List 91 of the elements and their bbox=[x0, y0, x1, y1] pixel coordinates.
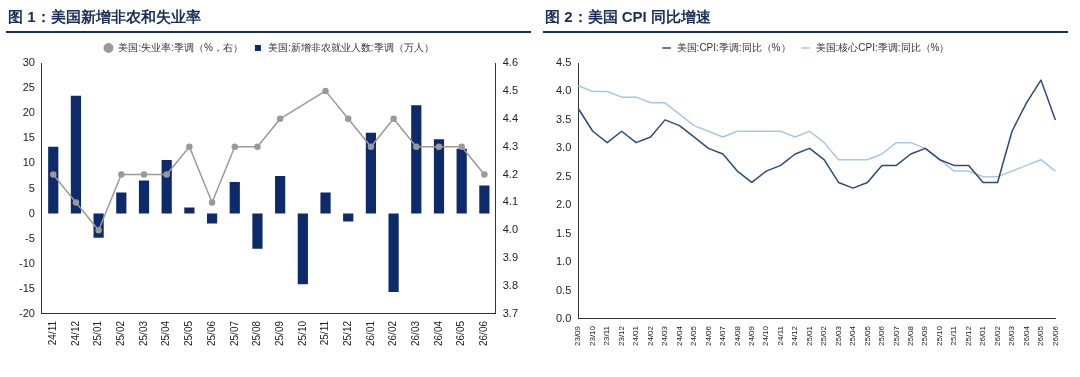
x-tick-label: 26/05 bbox=[1036, 325, 1046, 347]
x-tick-label: 26/03 bbox=[1007, 325, 1017, 347]
x-tick-label: 25/03 bbox=[137, 320, 149, 347]
y-tick-label: 25 bbox=[22, 81, 35, 94]
x-tick-label: 24/03 bbox=[660, 325, 670, 347]
x-tick-label: 25/02 bbox=[819, 325, 829, 347]
y2-tick-label: 3.7 bbox=[502, 307, 519, 320]
y-tick-label: 2.5 bbox=[555, 169, 572, 182]
y2-tick-label: 3.9 bbox=[502, 251, 519, 264]
y-tick-label: -15 bbox=[18, 281, 35, 294]
x-tick-label: 25/12 bbox=[963, 325, 973, 347]
x-tick-label: 24/06 bbox=[703, 325, 713, 347]
x-tick-label: 25/07 bbox=[891, 325, 901, 347]
x-tick-label: 25/05 bbox=[183, 320, 195, 347]
x-tick-label: 24/11 bbox=[775, 325, 785, 346]
x-tick-label: 25/06 bbox=[877, 325, 887, 347]
y-tick-label: 4.5 bbox=[555, 56, 572, 69]
y2-tick-label: 4.0 bbox=[502, 223, 519, 236]
x-tick-label: 25/09 bbox=[273, 320, 285, 347]
y-tick-label: -20 bbox=[18, 307, 35, 320]
x-tick-label: 26/04 bbox=[1021, 325, 1031, 347]
x-tick-label: 25/04 bbox=[848, 325, 858, 347]
x-tick-label: 25/10 bbox=[934, 325, 944, 347]
y-tick-label: 0.5 bbox=[555, 283, 572, 296]
chart-title: 图 2：美国 CPI 同比增速 bbox=[543, 4, 1068, 33]
legend-label: 美国:新增非农就业人数:季调（万人） bbox=[267, 41, 434, 53]
y2-tick-label: 4.3 bbox=[502, 139, 519, 152]
x-tick-label: 25/01 bbox=[92, 320, 104, 347]
x-tick-label: 25/04 bbox=[160, 320, 172, 347]
y-tick-label: 30 bbox=[22, 56, 35, 69]
x-tick-label: 24/11 bbox=[46, 320, 58, 346]
x-tick-label: 24/12 bbox=[69, 320, 81, 347]
x-tick-label: 26/05 bbox=[455, 320, 467, 347]
x-tick-label: 23/10 bbox=[587, 325, 597, 347]
x-tick-label: 25/01 bbox=[804, 325, 814, 347]
x-tick-label: 25/11 bbox=[319, 320, 331, 346]
x-tick-label: 25/06 bbox=[205, 320, 217, 347]
y2-tick-label: 4.5 bbox=[502, 83, 519, 96]
x-tick-label: 25/09 bbox=[920, 325, 930, 347]
y2-tick-label: 4.2 bbox=[502, 167, 519, 180]
x-tick-label: 23/12 bbox=[616, 325, 626, 347]
x-tick-label: 25/11 bbox=[949, 325, 959, 346]
x-tick-label: 23/09 bbox=[573, 325, 583, 347]
x-tick-label: 24/12 bbox=[790, 325, 800, 347]
x-tick-label: 26/03 bbox=[410, 320, 422, 347]
y-tick-label: 20 bbox=[22, 106, 35, 119]
y-tick-label: 1.0 bbox=[555, 255, 572, 268]
x-tick-label: 24/01 bbox=[631, 325, 641, 347]
y2-tick-label: 4.4 bbox=[502, 111, 519, 124]
x-tick-label: 23/11 bbox=[602, 325, 612, 346]
x-tick-label: 24/07 bbox=[718, 325, 728, 347]
y2-tick-label: 4.1 bbox=[502, 195, 519, 208]
x-tick-label: 26/01 bbox=[364, 320, 376, 347]
y-tick-label: 15 bbox=[22, 131, 35, 144]
x-tick-label: 25/08 bbox=[906, 325, 916, 347]
x-tick-label: 25/07 bbox=[228, 320, 240, 347]
x-tick-label: 25/10 bbox=[296, 320, 308, 347]
y-tick-label: 0.0 bbox=[555, 312, 572, 325]
x-tick-label: 26/04 bbox=[432, 320, 444, 347]
x-tick-label: 26/02 bbox=[387, 320, 399, 347]
x-tick-label: 24/02 bbox=[645, 325, 655, 347]
y-tick-label: 2.0 bbox=[555, 198, 572, 211]
y-tick-label: 10 bbox=[22, 156, 35, 169]
x-tick-label: 24/08 bbox=[732, 325, 742, 347]
y2-tick-label: 4.6 bbox=[502, 56, 519, 69]
legend-label: 美国:失业率:季调（%，右） bbox=[118, 41, 243, 53]
chart-title: 图 1：美国新增非农和失业率 bbox=[6, 4, 531, 33]
x-tick-label: 25/05 bbox=[862, 325, 872, 347]
y-tick-label: 0 bbox=[28, 206, 35, 219]
legend-label: 美国:核心CPI:季调:同比（%） bbox=[815, 41, 950, 53]
x-tick-label: 24/05 bbox=[689, 325, 699, 347]
x-tick-label: 24/10 bbox=[761, 325, 771, 347]
x-tick-label: 26/06 bbox=[1050, 325, 1060, 347]
x-tick-label: 26/02 bbox=[992, 325, 1002, 347]
x-tick-label: 24/09 bbox=[746, 325, 756, 347]
y-tick-label: -10 bbox=[18, 256, 35, 269]
x-tick-label: 25/03 bbox=[833, 325, 843, 347]
y-tick-label: 3.5 bbox=[555, 112, 572, 125]
y-tick-label: 5 bbox=[28, 181, 35, 194]
legend-label: 美国:CPI:季调:同比（%） bbox=[676, 41, 791, 53]
x-tick-label: 25/12 bbox=[341, 320, 353, 347]
x-tick-label: 25/02 bbox=[115, 320, 127, 347]
y-tick-label: -5 bbox=[25, 231, 35, 244]
x-tick-label: 26/06 bbox=[478, 320, 490, 347]
y-tick-label: 3.0 bbox=[555, 141, 572, 154]
y-tick-label: 1.5 bbox=[555, 226, 572, 239]
x-tick-label: 25/08 bbox=[251, 320, 263, 347]
x-tick-label: 24/04 bbox=[674, 325, 684, 347]
x-tick-label: 26/01 bbox=[978, 325, 988, 347]
y-tick-label: 4.0 bbox=[555, 84, 572, 97]
y2-tick-label: 3.8 bbox=[502, 279, 519, 292]
